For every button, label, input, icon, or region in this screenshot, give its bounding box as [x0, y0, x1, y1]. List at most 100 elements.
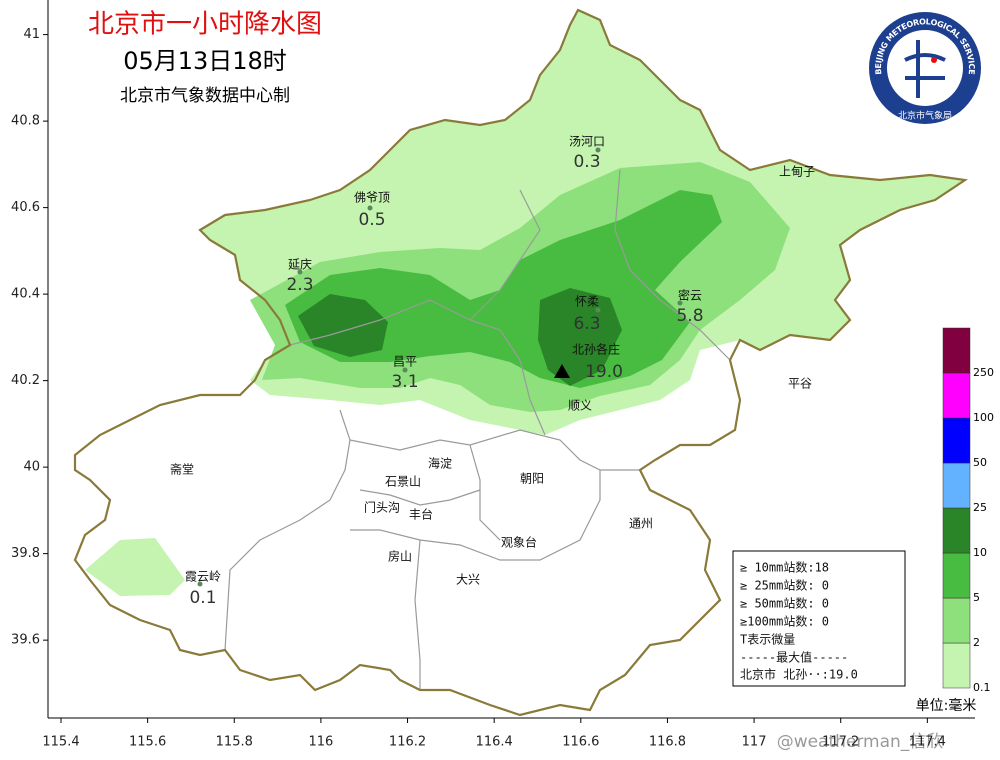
place-name: 大兴: [456, 573, 480, 587]
x-tick-label: 115.4: [42, 735, 79, 750]
place-name: 上甸子: [779, 165, 815, 179]
place-name: 门头沟: [364, 500, 400, 515]
logo-dot: [931, 57, 937, 63]
rain-light-sw: [85, 538, 185, 596]
station-dot: [197, 581, 203, 587]
district-line: [414, 539, 421, 690]
district-line: [349, 429, 640, 471]
summary-line: ≥100mm站数: 0: [740, 614, 829, 629]
station-value: 2.3: [286, 275, 313, 295]
legend-label: 100: [973, 411, 994, 424]
y-tick-label: 40.8: [11, 114, 40, 129]
station-value: 6.3: [573, 314, 600, 334]
place-name: 石景山: [385, 475, 421, 489]
legend-swatch: [942, 462, 971, 509]
rain-very-heavy: [298, 294, 388, 357]
district-line: [224, 409, 351, 651]
y-tick-label: 39.8: [11, 546, 40, 561]
x-tick-label: 117.2: [822, 735, 859, 750]
legend-label: 25: [973, 501, 987, 514]
place-name: 通州: [629, 517, 653, 531]
summary-max-title: -----最大值-----: [740, 650, 848, 665]
y-tick-label: 39.6: [11, 633, 40, 648]
legend-swatch: [942, 642, 971, 689]
x-tick-label: 116: [308, 735, 333, 750]
unit: 单位:毫米: [916, 697, 977, 714]
legend-label: 50: [973, 456, 987, 469]
station-dot: [297, 269, 303, 275]
x-tick-label: 116.4: [476, 735, 513, 750]
station-dot: [677, 300, 683, 306]
station-name: 汤河口: [569, 135, 605, 149]
summary-max-line: 北京市 北孙··:19.0: [740, 667, 858, 682]
x-tick-label: 116.8: [649, 735, 686, 750]
summary-line: T表示微量: [740, 633, 795, 647]
legend-label: 10: [973, 546, 987, 559]
station-name: 昌平: [393, 355, 417, 369]
watermark: @weatherman_信欣: [777, 732, 944, 752]
summary-box: [732, 550, 906, 687]
legend-swatch: [942, 552, 971, 599]
logo-center: [887, 30, 963, 106]
logo-text-cn: 北京市气象局: [898, 110, 952, 122]
legend-label: 5: [973, 591, 980, 604]
station-name: 密云: [678, 288, 702, 303]
time: 05月13日18时: [123, 47, 287, 75]
station-value: 5.8: [676, 306, 703, 326]
place-name: 房山: [388, 549, 412, 564]
y-tick-label: 40: [23, 460, 40, 475]
x-tick-label: 115.8: [216, 735, 253, 750]
place-name: 平谷: [788, 377, 812, 391]
station-value: 19.0: [585, 362, 623, 382]
source: 北京市气象数据中心制: [120, 86, 290, 106]
legend-label: 250: [973, 366, 994, 379]
rain-fields: [75, 10, 965, 715]
station-value: 3.1: [391, 372, 418, 392]
district-line: [469, 189, 541, 321]
place-name: 朝阳: [520, 472, 544, 486]
station-name: 北孙各庄: [572, 342, 620, 357]
summary-line: ≥ 50mm站数: 0: [740, 596, 829, 611]
legend-swatch: [942, 417, 971, 464]
y-tick-label: 40.6: [11, 200, 40, 215]
summary-line: ≥ 10mm站数:18: [740, 560, 829, 575]
district-line: [359, 489, 481, 506]
legend-swatch: [942, 372, 971, 419]
station-name: 佛爷顶: [354, 191, 390, 205]
station-dot: [367, 205, 373, 211]
station-dot: [595, 147, 601, 153]
station-name: 延庆: [288, 258, 312, 272]
station-value: 0.3: [573, 152, 600, 172]
station-marker: [554, 364, 570, 378]
district-lines: [224, 169, 731, 690]
x-tick-label: 117: [742, 735, 767, 750]
legend-swatch: [942, 597, 971, 644]
city-boundary: [73, 8, 969, 717]
district-line: [469, 444, 501, 541]
x-tick-label: 115.6: [129, 735, 166, 750]
place-name: 观象台: [501, 535, 537, 550]
x-tick-label: 116.2: [389, 735, 426, 750]
legend-label: 2: [973, 636, 980, 649]
legend-label: 0.1: [973, 681, 991, 694]
station-value: 0.1: [189, 588, 216, 608]
station-value: 0.5: [358, 210, 385, 230]
x-tick-label: 117.4: [909, 735, 946, 750]
district-line: [350, 470, 601, 561]
logo-glyph: [904, 40, 946, 98]
logo: BEIJING METEOROLOGICAL SERVICE 北京市气象局: [869, 12, 981, 124]
y-tick-label: 40.2: [11, 373, 40, 388]
y-tick-label: 41: [23, 27, 40, 42]
place-name: 丰台: [409, 507, 433, 522]
station-name: 怀柔: [575, 295, 599, 309]
legend-swatch: [942, 327, 971, 374]
place-name: 斋堂: [170, 462, 194, 477]
place-name: 海淀: [428, 456, 452, 471]
place-name: 顺义: [568, 399, 592, 413]
station-dot: [402, 367, 408, 373]
y-tick-label: 40.4: [11, 287, 40, 302]
rain-very-heavy: [538, 288, 622, 386]
x-tick-label: 116.6: [562, 735, 599, 750]
legend-swatch: [942, 507, 971, 554]
